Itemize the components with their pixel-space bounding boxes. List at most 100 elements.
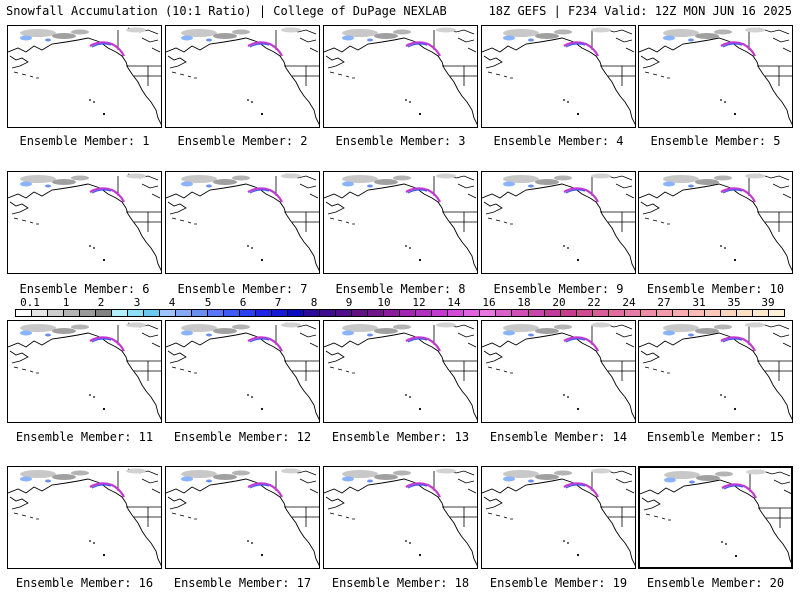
snowfall-shading: [181, 27, 301, 57]
map-title: Snowfall Accumulation (10:1 Ratio) | Col…: [6, 4, 447, 18]
snowfall-shading: [503, 322, 611, 352]
colorbar-swatch: [416, 310, 433, 316]
map-graphic: [8, 468, 161, 567]
colorbar-swatch: [96, 310, 113, 316]
colorbar-swatch: [768, 310, 784, 316]
alaska-peninsula: [325, 201, 345, 215]
coastline: [324, 332, 477, 421]
map-graphic: [639, 173, 792, 272]
border-lines: [275, 176, 319, 232]
aleutian-islands: [13, 71, 39, 79]
colorbar-tick-label: 12: [412, 296, 426, 309]
colorbar-swatch: [320, 310, 337, 316]
map-graphic: [639, 27, 792, 126]
snowfall-shading: [342, 322, 456, 352]
hawaii-islands: [563, 540, 580, 557]
colorbar-tick-label: 31: [692, 296, 706, 309]
border-lines: [749, 472, 791, 528]
ensemble-member-label: Ensemble Member: 17: [173, 576, 312, 590]
alaska-peninsula: [640, 55, 660, 69]
hawaii-islands: [247, 99, 264, 116]
colorbar-tick-label: 4: [168, 296, 176, 309]
coastline: [482, 332, 635, 421]
ensemble-member-map: [323, 25, 478, 128]
coastline: [482, 37, 635, 126]
hawaii-islands: [247, 540, 264, 557]
colorbar-swatch: [528, 310, 545, 316]
ensemble-member-map: [481, 171, 636, 274]
colorbar-tick-label: 10: [377, 296, 391, 309]
aleutian-islands: [645, 513, 671, 521]
colorbar-tick-label: 0.1: [20, 296, 40, 309]
colorbar-swatch: [176, 310, 193, 316]
colorbar-swatch: [336, 310, 353, 316]
aleutian-islands: [171, 366, 197, 374]
ensemble-member-label: Ensemble Member: 5: [650, 134, 781, 148]
ensemble-member-map: [323, 320, 478, 423]
aleutian-islands: [329, 217, 355, 225]
colorbar-swatch: [368, 310, 385, 316]
colorbar-swatch: [16, 310, 33, 316]
alaska-peninsula: [9, 350, 29, 364]
snowfall-shading: [663, 173, 765, 203]
aleutian-islands: [329, 512, 355, 520]
border-lines: [591, 325, 635, 381]
alaska-peninsula: [325, 55, 345, 69]
alaska-peninsula: [9, 201, 29, 215]
ensemble-member-map: [165, 25, 320, 128]
colorbar-swatch: [272, 310, 289, 316]
ensemble-member-label: Ensemble Member: 16: [15, 576, 154, 590]
colorbar-swatch: [560, 310, 577, 316]
alaska-peninsula: [325, 350, 345, 364]
colorbar-tick-label: 39: [761, 296, 775, 309]
colorbar-swatch: [288, 310, 305, 316]
ensemble-member-map: [323, 171, 478, 274]
hawaii-islands: [247, 245, 264, 262]
ensemble-member-map: [638, 320, 793, 423]
coastline: [482, 478, 635, 567]
ensemble-member-map: [7, 25, 162, 128]
ensemble-member-label: Ensemble Member: 10: [646, 282, 785, 296]
ensemble-member-map: [323, 466, 478, 569]
colorbar-swatch: [304, 310, 321, 316]
snowfall-shading: [20, 322, 146, 352]
snowfall-shading: [342, 468, 456, 498]
ensemble-member-label: Ensemble Member: 1: [19, 134, 150, 148]
colorbar-swatch: [128, 310, 145, 316]
alaska-peninsula: [640, 201, 660, 215]
ensemble-member-map: [7, 171, 162, 274]
colorbar-tick-label: 5: [204, 296, 212, 309]
colorbar-swatch: [624, 310, 641, 316]
hawaii-islands: [563, 245, 580, 262]
hawaii-islands: [247, 394, 264, 411]
colorbar-swatch: [656, 310, 673, 316]
alaska-peninsula: [641, 497, 661, 511]
map-graphic: [8, 173, 161, 272]
hawaii-islands: [405, 245, 422, 262]
aleutian-islands: [487, 512, 513, 520]
aleutian-islands: [13, 217, 39, 225]
colorbar-swatch: [576, 310, 593, 316]
coastline: [8, 183, 161, 272]
colorbar-tick-label: 22: [587, 296, 601, 309]
map-graphic: [482, 468, 635, 567]
map-graphic: [640, 469, 791, 564]
colorbar-swatch: [592, 310, 609, 316]
alaska-peninsula: [483, 496, 503, 510]
coastline: [166, 478, 319, 567]
coastline: [8, 332, 161, 421]
ensemble-member-label: Ensemble Member: 12: [173, 430, 312, 444]
coastline: [166, 332, 319, 421]
model-run-valid-time: 18Z GEFS | F234 Valid: 12Z MON JUN 16 20…: [488, 4, 792, 18]
ensemble-member-label: Ensemble Member: 19: [489, 576, 628, 590]
colorbar-swatch: [144, 310, 161, 316]
hawaii-islands: [721, 541, 738, 558]
ensemble-member-map: [165, 320, 320, 423]
ensemble-member-label: Ensemble Member: 3: [335, 134, 466, 148]
map-graphic: [324, 468, 477, 567]
coastline: [324, 478, 477, 567]
colorbar-swatch: [256, 310, 273, 316]
snowfall-shading: [663, 27, 765, 57]
border-lines: [591, 30, 635, 86]
colorbar-swatch: [448, 310, 465, 316]
